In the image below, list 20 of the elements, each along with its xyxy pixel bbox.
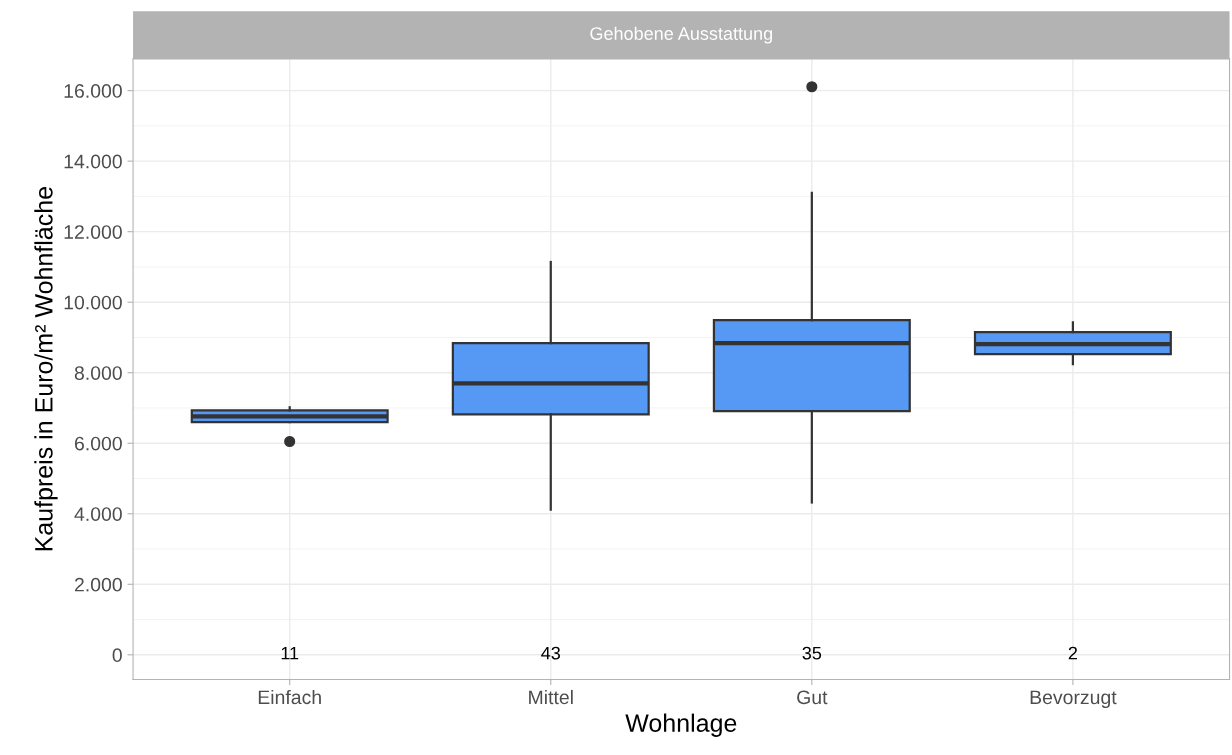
chart-title: Gehobene Ausstattung [590, 26, 772, 44]
x-tick-label: Gut [797, 690, 828, 705]
y-tick-label: 16.000 [64, 84, 122, 98]
y-tick-label: 8.000 [74, 366, 122, 380]
annotation: 35 [802, 646, 822, 660]
x-tick-label: Bevorzugt [1030, 690, 1117, 709]
annotation: 11 [281, 646, 299, 660]
y-tick-label: 4.000 [74, 507, 122, 522]
x-tick-label: Einfach [258, 689, 321, 705]
annotation: 2 [1068, 646, 1078, 660]
x-axis-title: Wohnlage [625, 713, 737, 737]
y-tick-label: 14.000 [64, 154, 122, 169]
y-axis-title: Kaufpreis in Euro/m² Wohnfläche [34, 187, 58, 551]
x-tick-label: Mittel [529, 689, 573, 705]
y-tick-label: 10.000 [64, 295, 122, 310]
y-tick-label: 6.000 [74, 436, 122, 451]
y-tick-label: 12.000 [64, 225, 122, 239]
annotation: 43 [541, 646, 561, 660]
y-tick-label: 0 [112, 648, 122, 663]
y-tick-label: 2.000 [74, 577, 122, 592]
